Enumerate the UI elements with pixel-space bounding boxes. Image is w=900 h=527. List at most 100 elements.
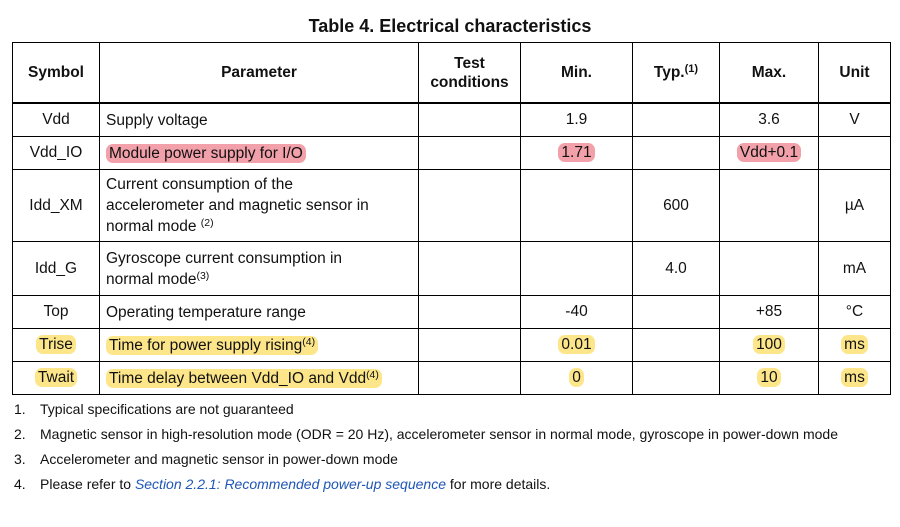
footnotes: 1. Typical specifications are not guaran… [14, 401, 874, 501]
footnote-ref: (2) [200, 217, 214, 229]
footnote-ref: (3) [196, 269, 210, 282]
cell-parameter: Current consumption of the accelerometer … [99, 169, 419, 242]
cell-parameter: Gyroscope current consumption in normal m… [99, 241, 419, 296]
electrical-characteristics-table: Symbol Parameter Test conditions Min. Typ… [12, 42, 891, 395]
parameter-line: Current consumption of the [106, 176, 293, 193]
header-test-line1: Test [454, 54, 485, 72]
cell-symbol: Vdd_IO [12, 136, 100, 170]
parameter-text: Time delay between Vdd_IO and Vdd [109, 369, 367, 387]
header-min: Min. [520, 42, 633, 104]
parameter-line: Gyroscope current consumption in [106, 249, 343, 267]
cell-unit: °C [818, 295, 891, 329]
highlight-yellow: 100 [753, 335, 785, 354]
cell-test [418, 361, 521, 395]
cell-symbol: Twait [12, 361, 100, 395]
header-typ-label: Typ. [653, 64, 685, 81]
cell-test [418, 295, 521, 329]
table-title: Table 4. Electrical characteristics [308, 16, 592, 36]
footnote-number: 4. [14, 476, 26, 492]
footnote: 2. Magnetic sensor in high-resolution mo… [14, 426, 874, 442]
cell-symbol: Trise [12, 328, 100, 362]
cell-parameter: Supply voltage [99, 102, 419, 137]
table-row: Twait Time delay between Vdd_IO and Vdd(… [12, 361, 891, 395]
cell-unit: µA [818, 169, 891, 242]
cell-max: 10 [719, 361, 819, 395]
highlight-yellow: Trise [36, 335, 76, 354]
footnote-ref: (4) [302, 335, 316, 348]
highlight-yellow: ms [841, 335, 868, 354]
cell-parameter: Time delay between Vdd_IO and Vdd(4) [99, 361, 419, 395]
cell-min: 0.01 [520, 328, 633, 362]
cell-typ [632, 361, 720, 395]
highlight-yellow: Twait [34, 368, 78, 387]
cell-min: -40 [520, 295, 633, 329]
footnote-text: Accelerometer and magnetic sensor in pow… [40, 451, 398, 467]
footnote-text: Please refer to [40, 476, 135, 492]
cell-min: 1.71 [520, 136, 633, 170]
cell-typ: 600 [632, 169, 720, 242]
highlight-yellow: 0 [569, 368, 584, 387]
footnote-text: for more details. [446, 476, 551, 492]
cell-test [418, 241, 521, 296]
cell-min [520, 169, 633, 242]
header-test-line2: conditions [430, 73, 509, 91]
table-row: Idd_XM Current consumption of the acceler… [12, 169, 891, 242]
footnote-text: Typical specifications are not guarantee… [40, 401, 294, 417]
header-test-conditions: Test conditions [418, 42, 521, 104]
highlight-yellow: 0.01 [558, 335, 595, 354]
cell-typ: 4.0 [632, 241, 720, 296]
footnote-text: Magnetic sensor in high-resolution mode … [40, 426, 838, 442]
cell-unit [818, 136, 891, 170]
cell-unit: ms [818, 361, 891, 395]
cell-typ [632, 136, 720, 170]
cell-min [520, 241, 633, 296]
header-parameter: Parameter [99, 42, 419, 104]
parameter-line: normal mode [106, 218, 201, 235]
header-symbol: Symbol [12, 42, 100, 104]
cell-unit: ms [818, 328, 891, 362]
header-max: Max. [719, 42, 819, 104]
cell-test [418, 102, 521, 137]
parameter-line: accelerometer and magnetic sensor in [106, 197, 369, 214]
parameter-text: Time for power supply rising [109, 336, 303, 354]
cell-parameter: Operating temperature range [99, 295, 419, 329]
cell-min: 0 [520, 361, 633, 395]
footnote-ref: (4) [366, 368, 379, 381]
section-link[interactable]: Section 2.2.1: Recommended power-up sequ… [134, 476, 446, 492]
header-unit: Unit [818, 42, 891, 104]
cell-symbol: Top [12, 295, 100, 329]
cell-min: 1.9 [520, 102, 633, 137]
cell-symbol: Idd_XM [12, 169, 100, 242]
highlight-yellow: ms [841, 368, 868, 387]
cell-max: +85 [719, 295, 819, 329]
cell-typ [632, 102, 720, 137]
cell-unit: mA [818, 241, 891, 296]
highlight-yellow: Time delay between Vdd_IO and Vdd(4) [106, 368, 382, 388]
cell-test [418, 169, 521, 242]
header-typ-footnote: (1) [684, 63, 699, 75]
cell-max: Vdd+0.1 [719, 136, 819, 170]
cell-symbol: Vdd [12, 102, 100, 137]
cell-max: 100 [719, 328, 819, 362]
table-row: Vdd Supply voltage 1.9 3.6 V [12, 102, 891, 137]
highlight-yellow: 10 [757, 368, 781, 387]
cell-test [418, 328, 521, 362]
table-row: Top Operating temperature range -40 +85 … [12, 295, 891, 329]
cell-parameter: Module power supply for I/O [99, 136, 419, 170]
cell-test [418, 136, 521, 170]
cell-typ [632, 328, 720, 362]
footnote: 4. Please refer to Section 2.2.1: Recomm… [14, 476, 874, 492]
highlight-yellow: Time for power supply rising(4) [106, 335, 319, 355]
table-row: Idd_G Gyroscope current consumption in no… [12, 241, 891, 296]
table-row: Trise Time for power supply rising(4) 0.… [12, 328, 891, 362]
cell-unit: V [818, 102, 891, 137]
footnote-number: 1. [14, 401, 26, 417]
highlight-red: 1.71 [558, 143, 595, 162]
highlight-red: Module power supply for I/O [106, 143, 306, 163]
cell-parameter: Time for power supply rising(4) [99, 328, 419, 362]
footnote-number: 3. [14, 451, 26, 467]
parameter-line: normal mode [106, 270, 197, 288]
footnote: 1. Typical specifications are not guaran… [14, 401, 874, 417]
table-header-row: Symbol Parameter Test conditions Min. Typ… [12, 42, 891, 104]
